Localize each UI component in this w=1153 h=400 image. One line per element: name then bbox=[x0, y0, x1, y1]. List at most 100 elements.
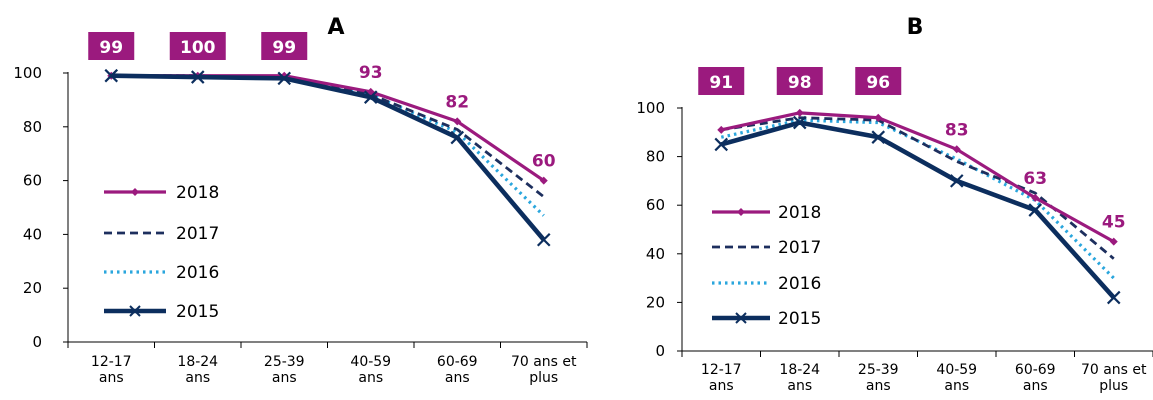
x-tick-label-line: ans bbox=[358, 370, 383, 386]
x-tick-label-line: 12-17 bbox=[701, 362, 742, 378]
x-tick-label-line: ans bbox=[709, 378, 734, 394]
x-tick-label: 70 ans et plus bbox=[1081, 362, 1147, 394]
x-tick-label-line: ans bbox=[185, 370, 210, 386]
legend-marker-2015 bbox=[129, 305, 141, 317]
data-point-2015 bbox=[792, 115, 807, 130]
data-label-badge bbox=[698, 67, 745, 95]
x-tick-label: 40-59 ans bbox=[350, 354, 391, 386]
y-tick-label: 40 bbox=[646, 245, 665, 263]
legend-label-2016: 2016 bbox=[176, 263, 219, 283]
data-label: 63 bbox=[1023, 169, 1047, 189]
chart-title: A bbox=[327, 15, 344, 40]
data-point-2015 bbox=[1106, 290, 1121, 305]
data-label-badge bbox=[855, 67, 902, 95]
data-label: 98 bbox=[788, 73, 812, 93]
legend-label-2018: 2018 bbox=[176, 183, 219, 203]
data-point-2018 bbox=[453, 117, 462, 126]
x-tick-label-line: ans bbox=[445, 370, 470, 386]
data-point-2015 bbox=[1028, 203, 1043, 217]
y-tick-label: 60 bbox=[646, 196, 665, 214]
data-point-2018 bbox=[874, 113, 883, 122]
y-tick-label: 100 bbox=[13, 64, 42, 82]
x-tick-label-line: 18-24 bbox=[177, 354, 218, 370]
x-tick-label: 18-24 ans bbox=[177, 354, 218, 386]
x-tick-label-line: 12-17 bbox=[91, 354, 132, 370]
data-point-2015 bbox=[363, 90, 378, 104]
data-label-badge bbox=[88, 32, 135, 60]
data-label: 96 bbox=[866, 73, 890, 93]
legend-label-2018: 2018 bbox=[778, 203, 821, 223]
data-label-badge bbox=[261, 32, 308, 60]
data-label-badge bbox=[169, 32, 226, 60]
legend-label-2017: 2017 bbox=[176, 224, 219, 244]
x-tick-label-line: 40-59 bbox=[350, 354, 391, 370]
x-tick-label-line: 70 ans et bbox=[511, 354, 577, 370]
data-point-2018 bbox=[1031, 193, 1040, 202]
y-tick-label: 0 bbox=[32, 333, 42, 351]
x-tick-label: 12-17 ans bbox=[91, 354, 132, 386]
y-tick-label: 40 bbox=[23, 225, 42, 243]
x-tick-label-line: plus bbox=[529, 370, 558, 386]
data-point-2015 bbox=[536, 233, 551, 247]
x-tick-label-line: 25-39 bbox=[858, 362, 899, 378]
x-tick-label: 25-39 ans bbox=[264, 354, 305, 386]
legend-label-2015: 2015 bbox=[176, 302, 219, 322]
data-point-2015 bbox=[104, 68, 119, 83]
x-tick-label-line: 70 ans et bbox=[1081, 362, 1147, 378]
x-tick-label-line: plus bbox=[1099, 378, 1128, 394]
x-tick-label-line: ans bbox=[1023, 378, 1048, 394]
x-tick-label-line: ans bbox=[944, 378, 969, 394]
data-point-2015 bbox=[450, 130, 465, 145]
y-tick-label: 20 bbox=[23, 279, 42, 297]
y-tick-label: 80 bbox=[646, 148, 665, 166]
legend-label-2016: 2016 bbox=[778, 274, 821, 294]
x-tick-label: 60-69 ans bbox=[437, 354, 478, 386]
series-line-2015 bbox=[720, 120, 1116, 300]
x-tick-label: 12-17 ans bbox=[701, 362, 742, 394]
x-tick-label: 18-24 ans bbox=[779, 362, 820, 394]
series-line-2017 bbox=[721, 116, 1115, 260]
legend-label-2015: 2015 bbox=[778, 309, 821, 329]
x-tick-label: 60-69 ans bbox=[1015, 362, 1056, 394]
legend-marker-2018 bbox=[131, 188, 139, 196]
x-tick-label-line: 40-59 bbox=[936, 362, 977, 378]
data-label: 93 bbox=[359, 63, 383, 83]
data-point-2018 bbox=[952, 145, 961, 154]
data-point-2015 bbox=[714, 137, 729, 152]
chart-title: B bbox=[907, 15, 924, 40]
legend-marker-2015 bbox=[735, 312, 747, 324]
data-label: 82 bbox=[445, 92, 469, 112]
y-tick-label: 0 bbox=[655, 342, 665, 360]
data-point-2018 bbox=[717, 125, 726, 134]
x-tick-label-line: ans bbox=[866, 378, 891, 394]
legend-label-2017: 2017 bbox=[778, 238, 821, 258]
x-tick-label-line: ans bbox=[99, 370, 124, 386]
y-tick-label: 100 bbox=[636, 99, 665, 117]
data-point-2015 bbox=[277, 71, 292, 86]
x-tick-label: 70 ans et plus bbox=[511, 354, 577, 386]
x-tick-label-line: 60-69 bbox=[437, 354, 478, 370]
data-point-2018 bbox=[795, 108, 804, 117]
x-tick-label: 40-59 ans bbox=[936, 362, 977, 394]
data-point-2015 bbox=[190, 70, 205, 84]
data-label: 83 bbox=[945, 120, 969, 140]
y-tick-label: 20 bbox=[646, 293, 665, 311]
x-tick-label-line: 25-39 bbox=[264, 354, 305, 370]
y-tick-label: 80 bbox=[23, 118, 42, 136]
series-line-2018 bbox=[720, 111, 1115, 244]
data-label: 99 bbox=[99, 38, 123, 58]
data-point-2018 bbox=[1109, 237, 1118, 246]
data-label: 91 bbox=[709, 73, 733, 93]
data-label: 100 bbox=[180, 38, 216, 58]
data-point-2018 bbox=[539, 176, 548, 185]
x-tick-label-line: 60-69 bbox=[1015, 362, 1056, 378]
data-label: 60 bbox=[532, 152, 556, 172]
data-point-2015 bbox=[949, 174, 964, 188]
data-label-badge bbox=[776, 67, 823, 95]
x-tick-label: 25-39 ans bbox=[858, 362, 899, 394]
data-point-2015 bbox=[871, 130, 886, 144]
y-tick-label: 60 bbox=[23, 172, 42, 190]
